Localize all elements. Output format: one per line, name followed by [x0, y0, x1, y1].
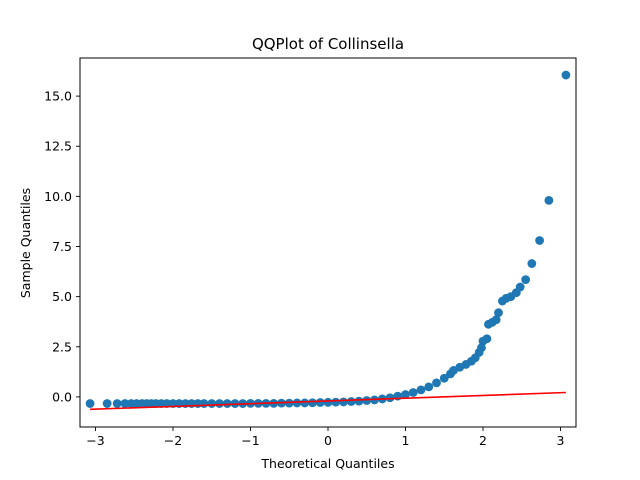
data-point [477, 343, 486, 353]
y-tick-label: 10.0 [44, 189, 72, 204]
x-axis-label: Theoretical Quantiles [260, 456, 394, 471]
y-tick-label: 5.0 [52, 289, 72, 304]
y-tick-label: 2.5 [52, 339, 72, 354]
y-tick-label: 12.5 [44, 139, 72, 154]
data-point [408, 388, 418, 397]
x-tick-label: 1 [402, 433, 410, 448]
data-point [315, 398, 325, 407]
data-point [535, 236, 544, 245]
x-tick-label: 2 [479, 433, 487, 448]
data-point [416, 385, 426, 395]
data-point [300, 398, 310, 408]
data-point [292, 398, 302, 408]
data-point [323, 397, 333, 407]
data-point [521, 275, 531, 284]
data-point [401, 390, 410, 399]
y-tick-label: 15.0 [44, 89, 72, 104]
data-point [354, 396, 364, 406]
y-tick-label: 0.0 [52, 389, 72, 404]
data-point [120, 399, 130, 408]
data-point [215, 399, 224, 408]
y-tick-label: 7.5 [52, 239, 72, 254]
data-point [222, 399, 232, 408]
data-point [561, 70, 571, 80]
data-point [527, 259, 537, 268]
plot-area [85, 70, 571, 411]
data-point [199, 399, 209, 408]
data-point [362, 396, 372, 405]
data-point [162, 399, 172, 408]
data-point [346, 397, 356, 406]
x-tick-label: 3 [557, 433, 565, 448]
x-tick-label: 0 [324, 433, 332, 448]
data-point [515, 282, 525, 292]
x-tick-label: −1 [241, 433, 259, 448]
data-point [207, 399, 217, 408]
data-point [112, 399, 122, 408]
data-point [331, 397, 341, 407]
axis-ticks: −3 −2 −1 0 1 2 3 0.0 2.5 5.0 7.5 10.0 12.5 15.0 [44, 89, 564, 448]
data-point [284, 398, 294, 408]
axes-frame [79, 57, 577, 428]
data-point [308, 398, 317, 408]
data-point [339, 397, 348, 407]
x-tick-label: −3 [86, 433, 104, 448]
data-point [491, 315, 501, 325]
data-point [544, 195, 554, 205]
data-point [439, 373, 449, 383]
data-point [85, 399, 95, 408]
data-point [432, 378, 441, 388]
data-point [494, 308, 503, 318]
data-point [385, 393, 395, 403]
y-axis-label: Sample Quantiles [18, 188, 33, 298]
data-point [482, 334, 492, 344]
x-tick-label: −2 [164, 433, 182, 448]
chart-title: QQPlot of Collinsella [252, 35, 404, 53]
reference-line [90, 391, 566, 411]
data-point [424, 382, 434, 392]
data-point [102, 399, 112, 408]
